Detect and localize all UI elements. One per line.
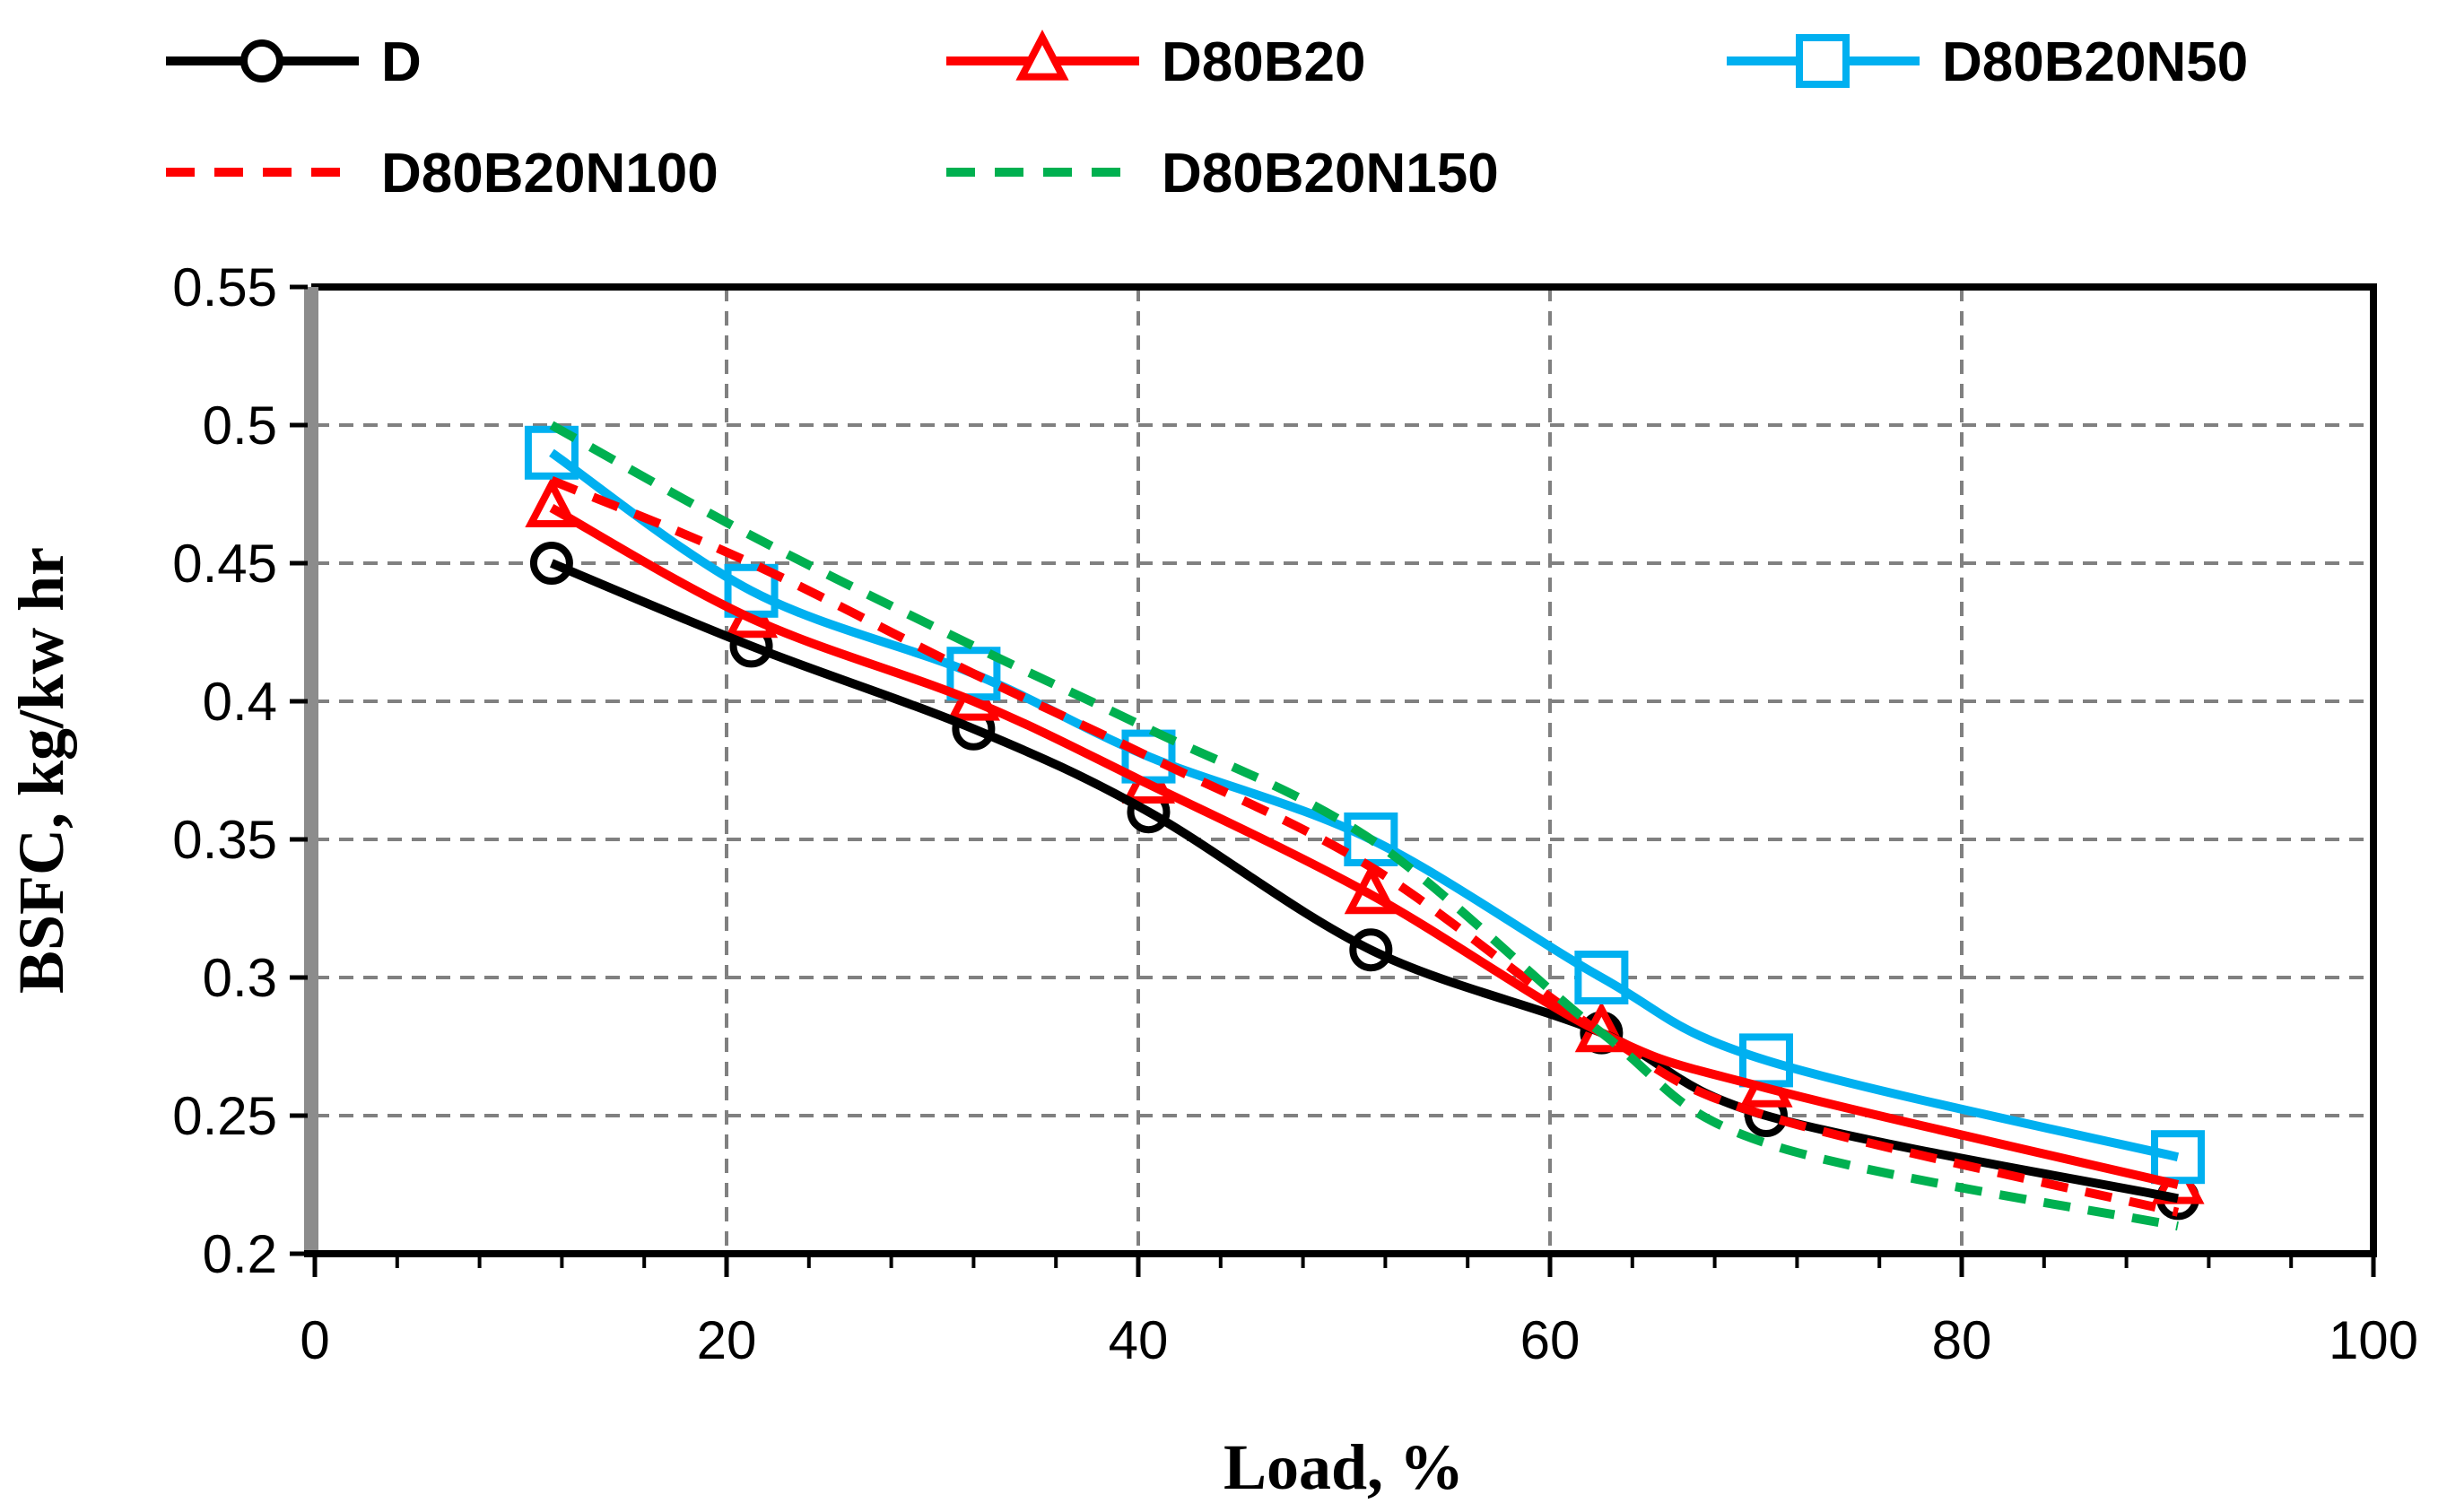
series-d80b20n50 [549, 448, 2180, 1162]
y-tick-label: 0.5 [203, 395, 277, 456]
series-d80b20 [549, 504, 2180, 1189]
plot-area [311, 283, 2377, 1257]
x-axis-title: Load, % [1224, 1431, 1464, 1503]
series-line-d80b20 [549, 504, 2180, 1189]
series-d [550, 559, 2179, 1204]
x-tick-label: 20 [697, 1310, 757, 1370]
y-tick-label: 0.45 [172, 534, 277, 594]
legend-marker [1015, 29, 1069, 81]
series-line-d80b20n50 [549, 448, 2180, 1162]
plot-frame [311, 283, 2377, 1257]
x-tick-label: 40 [1109, 1310, 1169, 1370]
legend-marker [1796, 34, 1850, 88]
series-line-d80b20n150 [549, 421, 2179, 1231]
legend-marker [240, 39, 283, 83]
legend-label: D80B20N100 [381, 143, 718, 204]
y-tick-label: 0.4 [203, 672, 277, 732]
series-lines [524, 421, 2205, 1231]
y-tick-label: 0.3 [203, 948, 277, 1008]
x-tick-label: 60 [1520, 1310, 1581, 1370]
legend: D D80B20 D80B20N50 D80B20N100 D80B20N150 [166, 29, 2248, 204]
data-point-d80b20n50 [1574, 951, 1629, 1004]
y-tick-label: 0.55 [172, 257, 277, 317]
x-tick-label: 100 [2329, 1310, 2418, 1370]
y-axis-title: BSFC, kg/kw hr [5, 547, 77, 994]
series-d80b20n150 [549, 421, 2179, 1231]
grid [315, 287, 2373, 1254]
legend-label: D [381, 31, 422, 93]
x-tick-label: 0 [300, 1310, 329, 1370]
legend-item-d80b20n150: D80B20N150 [946, 143, 1499, 204]
legend-label: D80B20N50 [1942, 31, 2248, 93]
y-tick-label: 0.35 [172, 810, 277, 870]
y-tick-label: 0.2 [203, 1224, 277, 1284]
legend-item-d80b20n100: D80B20N100 [166, 143, 718, 204]
legend-label: D80B20 [1162, 31, 1365, 93]
legend-item-d80b20n50: D80B20N50 [1727, 31, 2248, 93]
y-tick-label: 0.25 [172, 1086, 277, 1146]
legend-item-d: D [166, 31, 422, 93]
x-tick-label: 80 [1932, 1310, 1992, 1370]
axes: 0.2 0.25 0.3 0.35 0.4 0.45 0.5 0.55 0 20 40 60 80 100 [172, 257, 2418, 1370]
legend-label: D80B20N150 [1162, 143, 1499, 204]
series-line-d [550, 559, 2179, 1204]
legend-item-d80b20: D80B20 [946, 29, 1365, 93]
marker-layer [524, 425, 2205, 1221]
series-d80b20n100 [550, 475, 2180, 1217]
series-line-d80b20n100 [550, 475, 2180, 1217]
